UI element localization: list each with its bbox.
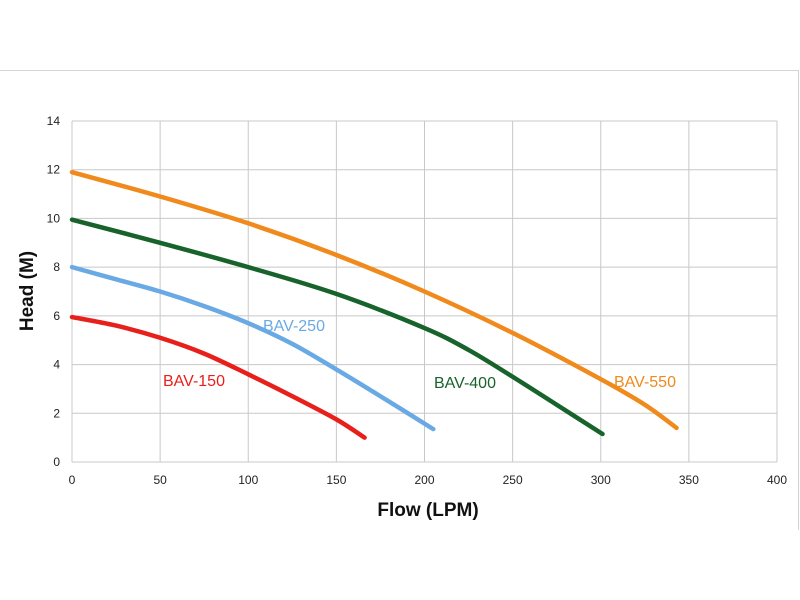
y-tick-label: 14 (47, 114, 61, 128)
series-labels: BAV-150 BAV-250 BAV-400 BAV-550 (163, 318, 676, 392)
y-tick-label: 12 (47, 163, 61, 177)
chart-frame (0, 70, 799, 530)
series-line-bav-250 (69, 264, 436, 432)
series-label-bav-400: BAV-400 (434, 375, 496, 392)
y-tick-label: 2 (53, 406, 60, 420)
x-tick-label: 100 (238, 473, 258, 487)
series-line-bav-150 (69, 314, 367, 440)
series-label-bav-150: BAV-150 (163, 373, 225, 390)
tick-labels: 0 2 4 6 8 10 12 14 0 50 100 150 200 250 300 350 400 (47, 114, 788, 487)
x-tick-label: 200 (414, 473, 434, 487)
y-tick-label: 6 (53, 309, 60, 323)
series-lines (69, 169, 679, 440)
series-label-bav-550: BAV-550 (614, 374, 676, 391)
series-label-bav-250: BAV-250 (263, 318, 325, 335)
series-line-bav-550 (69, 169, 679, 431)
x-tick-label: 350 (679, 473, 699, 487)
x-tick-label: 300 (591, 473, 611, 487)
x-tick-label: 400 (767, 473, 787, 487)
x-tick-label: 250 (503, 473, 523, 487)
y-tick-label: 0 (53, 455, 60, 469)
x-tick-label: 50 (153, 473, 167, 487)
y-tick-label: 8 (53, 260, 60, 274)
y-axis-title: Head (M) (17, 251, 38, 331)
x-axis-title: Flow (LPM) (377, 500, 478, 521)
x-tick-label: 150 (326, 473, 346, 487)
y-tick-label: 4 (53, 358, 60, 372)
x-tick-label: 0 (69, 473, 76, 487)
y-tick-label: 10 (47, 211, 61, 225)
series-line-bav-400 (69, 217, 605, 437)
